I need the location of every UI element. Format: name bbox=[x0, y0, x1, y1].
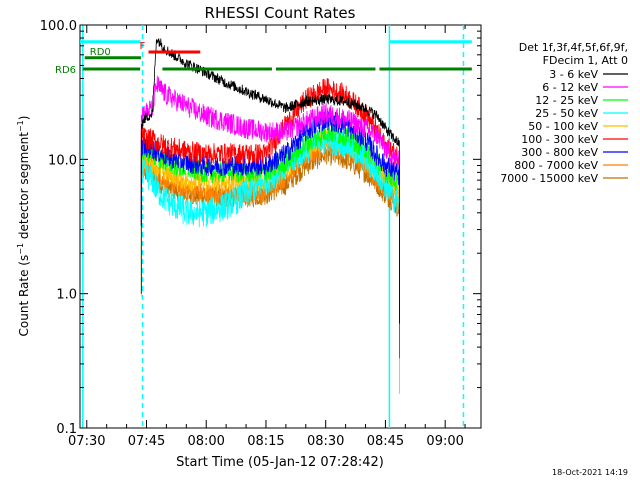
legend-label-4: 50 - 100 keV bbox=[528, 120, 598, 133]
legend-label-6: 300 - 800 keV bbox=[521, 146, 598, 159]
axis-ticks: 07:30 07:45 08:00 08:15 08:30 08:45 09:00 0.1 1.… bbox=[40, 19, 481, 449]
y-tick-label-2: 10.0 bbox=[48, 153, 77, 168]
y-tick-label-1: 1.0 bbox=[56, 288, 77, 303]
state-bar-label-2: RD6 bbox=[55, 65, 76, 76]
y-axis-label-exp1: −1 bbox=[16, 243, 25, 255]
vertical-marker-lines bbox=[82, 25, 465, 428]
legend-label-1: 6 - 12 keV bbox=[542, 81, 598, 94]
legend-header-line-2: FDecim 1, Att 0 bbox=[543, 54, 628, 67]
y-axis-label-base: Count Rate (s bbox=[17, 255, 31, 337]
y-axis-label: Count Rate (s−1 detector segment−1) bbox=[16, 116, 31, 337]
state-bar-label-1: RD0 bbox=[90, 47, 111, 58]
plot-axes bbox=[79, 24, 482, 429]
legend-label-7: 800 - 7000 keV bbox=[514, 159, 598, 172]
legend-label-0: 3 - 6 keV bbox=[549, 68, 598, 81]
y-axis-label-end: ) bbox=[17, 116, 31, 121]
x-tick-label-6: 09:00 bbox=[426, 434, 463, 449]
x-axis-label: Start Time (05-Jan-12 07:28:42) bbox=[176, 455, 384, 470]
series-line-5 bbox=[140, 77, 400, 359]
y-tick-label-3: 100.0 bbox=[40, 19, 77, 34]
y-axis-label-mid: detector segment bbox=[17, 132, 31, 243]
series-line-0 bbox=[140, 38, 400, 324]
x-tick-label-5: 08:45 bbox=[367, 434, 404, 449]
state-bar-label-3: F bbox=[139, 41, 145, 52]
footer-timestamp: 18-Oct-2021 14:19 bbox=[552, 468, 628, 477]
legend-label-8: 7000 - 15000 keV bbox=[500, 172, 598, 185]
plot-frame bbox=[79, 24, 482, 429]
y-tick-label-0: 0.1 bbox=[56, 422, 77, 437]
legend-label-2: 12 - 25 keV bbox=[535, 94, 598, 107]
series-line-1 bbox=[140, 75, 400, 324]
x-tick-label-4: 08:30 bbox=[307, 434, 344, 449]
x-tick-label-3: 08:15 bbox=[247, 434, 284, 449]
legend-label-3: 25 - 50 keV bbox=[535, 107, 598, 120]
chart-title: RHESSI Count Rates bbox=[205, 4, 356, 22]
x-tick-label-2: 08:00 bbox=[187, 434, 224, 449]
legend-header-line-1: Det 1f,3f,4f,5f,6f,9f, bbox=[519, 41, 628, 54]
data-series bbox=[140, 38, 400, 394]
x-tick-label-1: 07:45 bbox=[128, 434, 165, 449]
x-tick-label-0: 07:30 bbox=[68, 434, 105, 449]
state-bars: RD0 RD6 F bbox=[55, 40, 472, 76]
y-axis-label-exp2: −1 bbox=[16, 120, 25, 132]
legend-label-5: 100 - 300 keV bbox=[521, 133, 598, 146]
legend: Det 1f,3f,4f,5f,6f,9f, FDecim 1, Att 0 3… bbox=[500, 41, 628, 185]
